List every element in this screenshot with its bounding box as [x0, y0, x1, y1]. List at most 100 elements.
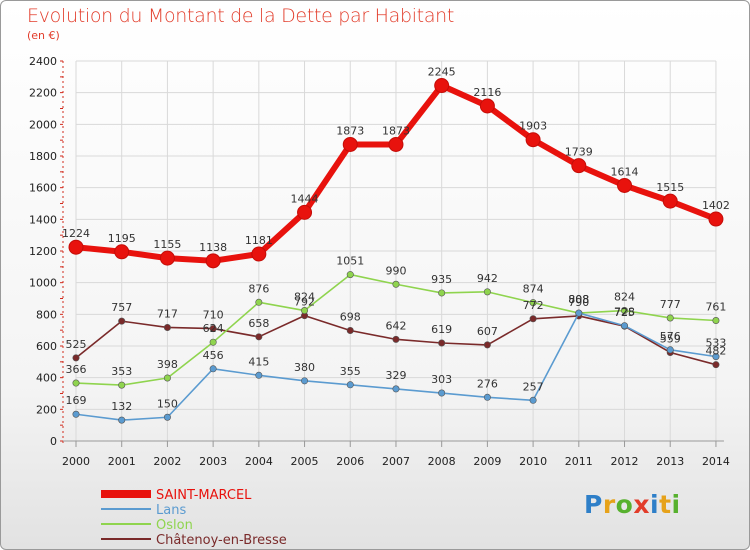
data-point: [712, 317, 720, 325]
data-label: 1138: [199, 241, 227, 254]
chart-subtitle: (en €): [27, 29, 60, 42]
legend-label: Châtenoy-en-Bresse: [156, 533, 287, 548]
data-point: [163, 323, 171, 331]
axes: [60, 60, 724, 447]
data-label: 808: [568, 293, 589, 306]
data-point: [209, 325, 217, 333]
data-point: [209, 338, 217, 346]
x-tick-label: 2002: [153, 455, 181, 468]
data-point: [68, 239, 84, 255]
data-point: [617, 177, 633, 193]
data-label: 607: [477, 325, 498, 338]
x-tick-labels: 2000 2001 2002 2003 2004 2005 2006 2007 2008 2009…: [62, 455, 730, 468]
x-tick-label: 2005: [291, 455, 319, 468]
logo-letter: t: [659, 490, 672, 519]
y-tick-label: 2000: [29, 118, 57, 131]
data-point: [159, 250, 175, 266]
data-label: 876: [248, 282, 269, 295]
data-point: [255, 333, 263, 341]
x-tick-label: 2001: [108, 455, 136, 468]
data-point: [118, 416, 126, 424]
y-tick-label: 0: [50, 435, 57, 448]
data-label: 619: [431, 323, 452, 336]
data-label: 169: [66, 394, 87, 407]
y-tick-label: 400: [36, 372, 57, 385]
data-label: 1444: [291, 192, 319, 205]
data-label: 757: [111, 301, 132, 314]
data-point: [666, 314, 674, 322]
data-label: 380: [294, 361, 315, 374]
data-point: [388, 136, 404, 152]
data-point: [301, 377, 309, 385]
data-label: 824: [294, 291, 315, 304]
data-label: 990: [385, 264, 406, 277]
y-tick-label: 1200: [29, 245, 57, 258]
data-label: 303: [431, 373, 452, 386]
y-tick-label: 1800: [29, 150, 57, 163]
data-point: [621, 307, 629, 315]
data-label: 624: [203, 322, 224, 335]
logo-letter: i: [671, 490, 681, 519]
data-label: 329: [385, 369, 406, 382]
data-label: 1873: [382, 124, 410, 137]
data-label: 777: [660, 298, 681, 311]
data-label: 2116: [473, 86, 501, 99]
data-label: 761: [705, 301, 726, 314]
data-label: 482: [705, 345, 726, 358]
y-tick-label: 600: [36, 340, 57, 353]
data-label: 525: [66, 338, 87, 351]
series-lines: [68, 78, 724, 424]
data-point: [712, 361, 720, 369]
x-tick-label: 2011: [565, 455, 593, 468]
legend-label: SAINT-MARCEL: [156, 488, 252, 503]
data-point: [438, 339, 446, 347]
data-label: 353: [111, 365, 132, 378]
data-point: [571, 158, 587, 174]
data-point: [712, 353, 720, 361]
data-label: 150: [157, 397, 178, 410]
data-label: 808: [568, 293, 589, 306]
data-label: 1873: [336, 124, 364, 137]
chart-title: Evolution du Montant de la Dette par Hab…: [27, 5, 455, 27]
data-point: [662, 193, 678, 209]
data-point: [346, 381, 354, 389]
data-point: [163, 413, 171, 421]
data-point: [483, 341, 491, 349]
data-label: 1051: [336, 255, 364, 268]
data-label: 935: [431, 273, 452, 286]
data-label: 790: [568, 296, 589, 309]
data-point: [438, 289, 446, 297]
data-point: [72, 379, 80, 387]
data-point: [114, 244, 130, 260]
y-tick-label: 800: [36, 308, 57, 321]
legend-label: Oslon: [156, 518, 193, 533]
data-point: [483, 288, 491, 296]
y-tick-label: 200: [36, 403, 57, 416]
x-tick-label: 2014: [702, 455, 730, 468]
data-label: 942: [477, 272, 498, 285]
data-point: [525, 132, 541, 148]
data-point: [479, 98, 495, 114]
x-tick-label: 2012: [611, 455, 639, 468]
data-point: [392, 335, 400, 343]
data-point: [438, 389, 446, 397]
x-tick-label: 2007: [382, 455, 410, 468]
data-point: [392, 280, 400, 288]
data-label: 728: [614, 306, 635, 319]
data-label: 1402: [702, 199, 730, 212]
data-label: 1181: [245, 234, 273, 247]
y-tick-label: 1600: [29, 182, 57, 195]
data-labels: 1224 1195 1155 1138 1181 1444 1873 1873 2245 2116…: [62, 66, 730, 414]
data-point: [346, 271, 354, 279]
y-tick-label: 2200: [29, 87, 57, 100]
y-tick-labels: 0 200 400 600 800 1000 1200 1400 1600 1800 2000 220…: [29, 55, 57, 448]
data-point: [483, 393, 491, 401]
data-label: 276: [477, 377, 498, 390]
data-point: [163, 374, 171, 382]
logo-letter: o: [615, 490, 634, 519]
data-label: 1515: [656, 181, 684, 194]
data-label: 257: [523, 380, 544, 393]
data-point: [529, 315, 537, 323]
